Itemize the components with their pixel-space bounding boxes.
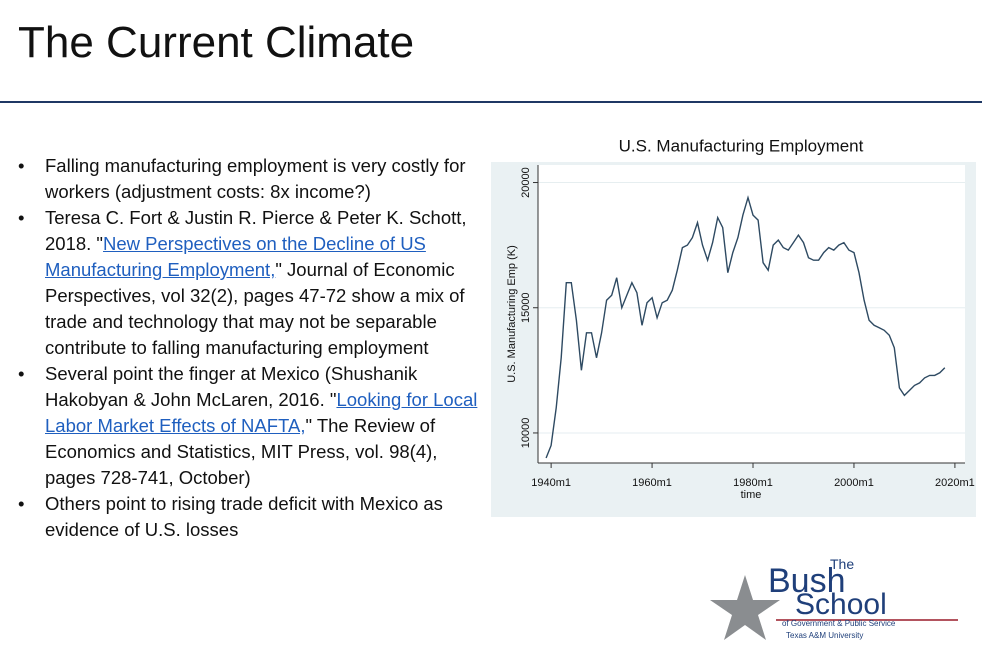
bullet: Others point to rising trade deficit wit… bbox=[18, 491, 478, 543]
chart-title: U.S. Manufacturing Employment bbox=[619, 136, 864, 155]
citation-link[interactable]: New Perspectives on the Decline of US Ma… bbox=[45, 233, 426, 280]
logo-school: School bbox=[795, 588, 887, 621]
bullet-text: Falling manufacturing employment is very… bbox=[45, 155, 466, 202]
bullet-list: Falling manufacturing employment is very… bbox=[18, 153, 478, 543]
logo-star bbox=[710, 575, 780, 640]
logo-line2: Texas A&M University bbox=[786, 631, 863, 640]
y-tick-label: 10000 bbox=[520, 418, 532, 449]
x-axis-label: time bbox=[741, 489, 762, 501]
bullet-text: " The Review of Economics and Statistics… bbox=[45, 415, 438, 488]
data-line bbox=[545, 195, 946, 459]
bullet: Falling manufacturing employment is very… bbox=[18, 153, 478, 205]
plot-area bbox=[538, 165, 965, 463]
slide-title: The Current Climate bbox=[18, 18, 415, 67]
bullet-text: Several point the finger at Mexico (Shus… bbox=[45, 363, 418, 410]
logo-the: The bbox=[830, 556, 854, 572]
bullet: Teresa C. Fort & Justin R. Pierce & Pete… bbox=[18, 205, 478, 361]
x-tick-label: 2000m1 bbox=[834, 477, 874, 489]
x-tick-label: 1940m1 bbox=[531, 477, 571, 489]
bullet-text: Others point to rising trade deficit wit… bbox=[45, 493, 443, 540]
x-tick-label: 1960m1 bbox=[632, 477, 672, 489]
y-axis-label: U.S. Manufacturing Emp (K) bbox=[506, 245, 518, 383]
bullet-text: " Journal of Economic Perspectives, vol … bbox=[45, 259, 465, 358]
x-tick-label: 1980m1 bbox=[733, 477, 773, 489]
logo-bush: Bush bbox=[768, 562, 846, 600]
y-tick-label: 20000 bbox=[520, 167, 532, 198]
citation-link[interactable]: Looking for Local Labor Market Effects o… bbox=[45, 389, 478, 436]
logo-line1: of Government & Public Service bbox=[782, 619, 896, 628]
bullet-text: Teresa C. Fort & Justin R. Pierce & Pete… bbox=[45, 207, 467, 254]
logo: The Bush School of Government & Public S… bbox=[710, 556, 958, 640]
x-tick-label: 2020m1 bbox=[935, 477, 975, 489]
title-rule bbox=[0, 101, 982, 103]
bullet: Several point the finger at Mexico (Shus… bbox=[18, 361, 478, 491]
y-tick-label: 15000 bbox=[520, 292, 532, 323]
